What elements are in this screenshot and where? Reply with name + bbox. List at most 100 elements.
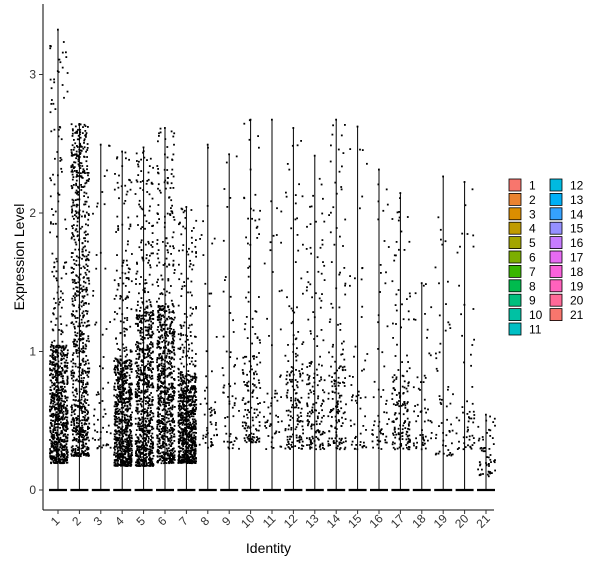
data-point (168, 443, 171, 446)
data-point (190, 236, 193, 239)
data-point (74, 214, 76, 216)
data-point (52, 367, 55, 370)
data-point (172, 430, 174, 433)
data-point (83, 416, 86, 419)
data-point (129, 368, 132, 371)
data-point (164, 423, 167, 426)
data-point (56, 374, 59, 377)
data-point (118, 426, 121, 429)
data-point (134, 193, 137, 195)
data-point (119, 332, 122, 335)
data-point (71, 300, 74, 303)
data-point (190, 404, 193, 407)
data-point (102, 426, 104, 429)
data-point (151, 432, 154, 435)
data-point (66, 451, 69, 453)
data-point (59, 397, 62, 400)
data-point (144, 408, 146, 411)
data-point (79, 401, 82, 404)
data-point (149, 365, 152, 367)
data-point (82, 210, 85, 213)
data-point (139, 440, 142, 442)
data-point (195, 255, 197, 258)
data-point (173, 394, 176, 397)
data-point (71, 163, 74, 166)
data-point (144, 291, 146, 294)
data-point (128, 455, 131, 458)
data-point (191, 250, 194, 253)
data-point (134, 417, 137, 420)
data-point (78, 209, 81, 212)
data-point (80, 172, 82, 175)
data-point (56, 372, 58, 374)
data-point (65, 261, 68, 264)
data-point (59, 365, 61, 368)
data-point (84, 419, 87, 422)
data-point (85, 409, 88, 412)
data-point (94, 429, 96, 432)
data-point (159, 425, 161, 428)
data-point (195, 353, 197, 355)
data-point (157, 306, 160, 308)
data-point (185, 391, 188, 394)
data-point (183, 408, 185, 410)
data-point (51, 413, 54, 416)
data-point (159, 305, 162, 308)
data-point (63, 462, 65, 464)
data-point (58, 440, 60, 442)
data-point (184, 449, 187, 452)
data-point (137, 329, 139, 332)
data-point (113, 423, 116, 426)
data-point (149, 316, 151, 319)
data-point (81, 145, 83, 148)
data-point (122, 369, 125, 372)
data-point (146, 456, 148, 458)
data-point (55, 379, 57, 381)
data-point (187, 432, 190, 434)
data-point (140, 321, 143, 324)
data-point (156, 239, 159, 241)
data-point (178, 419, 181, 422)
data-point (147, 328, 150, 331)
data-point (169, 317, 171, 320)
data-point (164, 303, 167, 305)
data-point (184, 217, 187, 219)
data-point (79, 338, 81, 340)
data-point (168, 327, 171, 330)
data-point (70, 205, 73, 208)
data-point (168, 291, 171, 294)
data-point (79, 164, 81, 167)
data-point (145, 254, 148, 256)
data-point (65, 390, 67, 393)
data-point (129, 422, 132, 425)
data-point (179, 338, 182, 341)
data-point (173, 339, 175, 342)
data-point (135, 376, 138, 379)
data-point (182, 439, 185, 442)
data-point (158, 321, 161, 324)
data-point (143, 380, 145, 382)
data-point (124, 465, 127, 467)
data-point (82, 126, 84, 128)
data-point (85, 302, 87, 304)
data-point (57, 367, 60, 369)
data-point (71, 377, 73, 380)
data-point (56, 399, 58, 401)
data-point (148, 259, 150, 262)
data-point (166, 367, 169, 370)
data-point (138, 246, 141, 249)
data-point (149, 205, 151, 208)
data-point (115, 294, 118, 297)
data-point (173, 332, 176, 335)
data-point (60, 393, 63, 396)
data-point (186, 401, 189, 404)
data-point (144, 447, 147, 450)
data-point (117, 394, 120, 397)
data-point (141, 437, 144, 440)
data-point (126, 440, 129, 443)
data-point (191, 375, 194, 378)
data-point (136, 180, 139, 183)
data-point (160, 420, 163, 422)
data-point (85, 362, 87, 365)
data-point (188, 431, 191, 434)
